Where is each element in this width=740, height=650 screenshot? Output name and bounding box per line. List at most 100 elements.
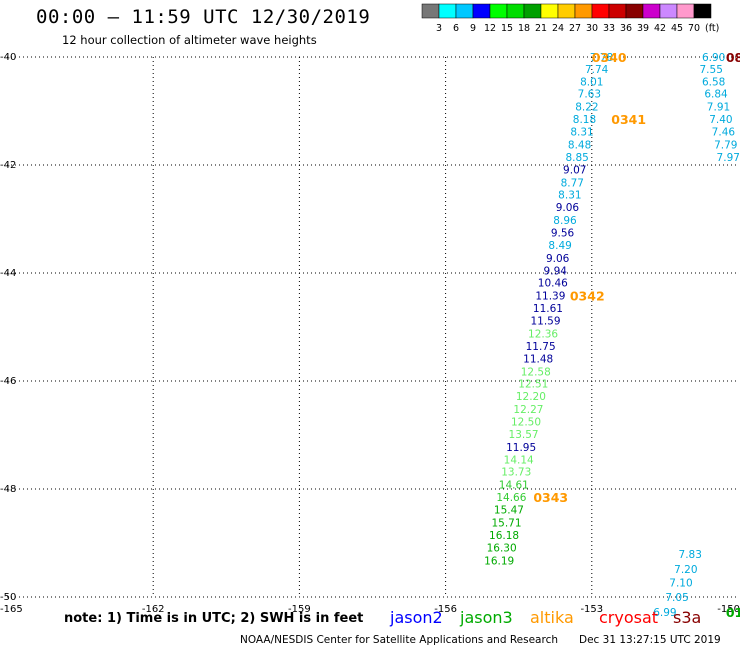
data-point: 8.96 <box>553 215 577 227</box>
legend-jason3: jason3 <box>460 608 513 627</box>
data-point: 11.75 <box>526 341 556 353</box>
data-point: 14.14 <box>504 454 534 466</box>
x-tick-label: -165 <box>0 604 23 615</box>
x-tick-label: -156 <box>434 604 457 615</box>
data-point: 10.46 <box>538 278 568 290</box>
data-point: 11.59 <box>530 316 560 328</box>
data-point: 7.91 <box>707 102 730 114</box>
data-point: 12.50 <box>511 417 541 429</box>
colorbar: 3 6 9 12 15 18 21 24 27 30 33 36 39 42 45 70 (ft) <box>421 3 719 34</box>
data-point: 6.84 <box>704 89 728 101</box>
time-annotation: 08 <box>726 50 740 65</box>
data-point: 11.48 <box>523 353 553 365</box>
colorbar-label: 12 <box>484 23 496 34</box>
colorbar-label: 45 <box>671 23 683 34</box>
colorbar-label: 15 <box>501 23 513 34</box>
colorbar-label: 30 <box>586 23 598 34</box>
colorbar-label: 9 <box>470 23 476 34</box>
y-tick-label: -48 <box>0 484 16 495</box>
data-point: 16.19 <box>484 555 514 567</box>
time-annotation: 0341 <box>611 112 646 127</box>
y-tick-label: -50 <box>0 592 16 603</box>
time-annotation: 0342 <box>570 289 605 304</box>
data-point: 12.51 <box>518 379 548 391</box>
colorbar-label: 27 <box>569 23 581 34</box>
data-point: 9.94 <box>544 265 568 277</box>
credits: NOAA/NESDIS Center for Satellite Applica… <box>240 634 558 646</box>
data-point: 6.58 <box>702 76 725 88</box>
colorbar-unit: (ft) <box>705 23 719 34</box>
data-point: 12.58 <box>521 366 551 378</box>
data-point: 7.10 <box>669 577 692 589</box>
data-point: 9.07 <box>563 164 586 176</box>
data-point: 8.22 <box>575 102 598 114</box>
data-point: 13.57 <box>509 429 539 441</box>
colorbar-swatch <box>693 3 712 19</box>
plot-area: -165 -162 -159 -156 -153 -150 -40 -42 -44 -46 -48 -… <box>0 50 740 620</box>
data-point: 7.78 <box>590 52 613 64</box>
colorbar-label: 36 <box>620 23 632 34</box>
data-point: 8.31 <box>558 190 581 202</box>
data-point: 16.30 <box>487 542 517 554</box>
legend-jason2: jason2 <box>390 608 443 627</box>
footer-note: note: 1) Time is in UTC; 2) SWH is in fe… <box>64 611 364 626</box>
data-point: 8.48 <box>568 139 591 151</box>
data-point: 7.63 <box>578 89 601 101</box>
data-point: 7.46 <box>712 127 736 139</box>
colorbar-label: 24 <box>552 23 564 34</box>
data-point: 7.79 <box>714 139 737 151</box>
data-point: 13.73 <box>501 467 531 479</box>
colorbar-label: 3 <box>436 23 442 34</box>
data-point: 7.40 <box>709 114 732 126</box>
colorbar-label: 39 <box>637 23 649 34</box>
data-point: 11.61 <box>533 303 563 315</box>
y-tick-label: -46 <box>0 376 16 387</box>
data-point: 7.05 <box>665 592 688 604</box>
data-point: 9.06 <box>556 202 580 214</box>
data-point: 8.85 <box>565 152 588 164</box>
legend-cryosat: cryosat <box>599 608 659 627</box>
data-point: 12.36 <box>528 328 558 340</box>
colorbar-label: 33 <box>603 23 615 34</box>
y-tick-label: -42 <box>0 160 16 171</box>
data-point: 7.74 <box>585 64 609 76</box>
data-point: 7.83 <box>679 549 702 561</box>
time-annotation: 0121 <box>726 605 740 620</box>
x-tick-label: -159 <box>288 604 311 615</box>
data-point: 8.49 <box>548 240 571 252</box>
data-point: 14.61 <box>499 480 529 492</box>
data-point: 15.47 <box>494 505 524 517</box>
legend-s3a: s3a <box>673 608 702 627</box>
y-tick-label: -44 <box>0 268 16 279</box>
time-annotation: 0343 <box>533 490 568 505</box>
colorbar-label: 6 <box>453 23 459 34</box>
x-tick-label: -153 <box>580 604 603 615</box>
data-point: 11.39 <box>535 291 565 303</box>
data-point: 7.55 <box>700 64 723 76</box>
render-timestamp: Dec 31 13:27:15 UTC 2019 <box>579 634 721 646</box>
data-point: 6.90 <box>702 52 725 64</box>
data-point: 9.56 <box>551 228 575 240</box>
data-point: 6.99 <box>653 607 676 619</box>
colorbar-label: 18 <box>518 23 530 34</box>
data-point: 8.31 <box>570 127 593 139</box>
colorbar-label: 42 <box>654 23 666 34</box>
data-point: 12.27 <box>513 404 543 416</box>
data-point: 7.20 <box>674 564 697 576</box>
data-point: 14.66 <box>496 492 526 504</box>
data-point: 8.77 <box>561 177 584 189</box>
x-tick-label: -150 <box>717 604 740 615</box>
data-point: 15.71 <box>491 517 521 529</box>
x-tick-label: -162 <box>142 604 165 615</box>
data-point: 12.20 <box>516 391 546 403</box>
legend-altika: altika <box>530 608 574 627</box>
data-point: 7.97 <box>717 152 740 164</box>
colorbar-label: 21 <box>535 23 547 34</box>
data-point: 11.95 <box>506 442 536 454</box>
data-point: 8.18 <box>573 114 596 126</box>
data-point: 16.18 <box>489 530 519 542</box>
chart-title: 00:00 – 11:59 UTC 12/30/2019 <box>36 6 371 28</box>
time-annotation: 0340 <box>592 50 627 65</box>
y-tick-label: -40 <box>0 52 16 63</box>
